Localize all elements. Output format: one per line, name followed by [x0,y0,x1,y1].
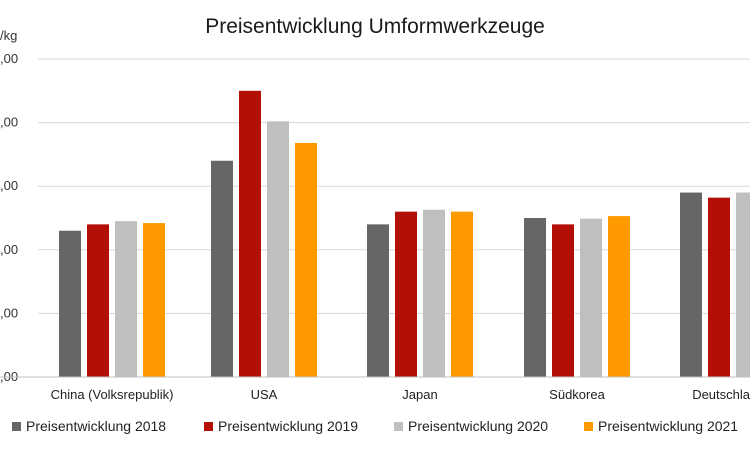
legend-item: Preisentwicklung 2019 [204,418,358,434]
x-tick-label: Deutschla [692,387,750,402]
x-tick-label: China (Volksrepublik) [51,387,174,402]
bar [395,211,417,377]
legend-item: Preisentwicklung 2021 [584,418,738,434]
legend: Preisentwicklung 2018 Preisentwicklung 20… [12,418,738,434]
y-tick-label: ,00 [0,115,18,130]
legend-label: Preisentwicklung 2018 [26,418,166,434]
legend-label: Preisentwicklung 2021 [598,418,738,434]
y-tick-label: ,00 [0,242,18,257]
y-axis-ticks: ,00,00,00,00,00,00 [0,51,18,384]
bar [552,224,574,377]
legend-swatch [204,422,213,431]
bar [423,209,445,377]
bar [580,218,602,377]
bar [680,192,702,377]
x-tick-label: Südkorea [549,387,605,402]
bar [87,224,109,377]
bar [295,142,317,377]
legend-swatch [394,422,403,431]
bars [59,90,750,378]
legend-item: Preisentwicklung 2020 [394,418,548,434]
y-tick-label: ,00 [0,51,18,66]
chart-title: Preisentwicklung Umformwerkzeuge [205,15,545,38]
legend-swatch [584,422,593,431]
legend-label: Preisentwicklung 2019 [218,418,358,434]
y-axis-label: /kg [0,28,17,43]
x-tick-label: USA [251,387,278,402]
bar [59,230,81,377]
x-axis-categories: China (Volksrepublik) USA Japan Südkorea Deu… [51,387,750,402]
bar [367,224,389,377]
legend-label: Preisentwicklung 2020 [408,418,548,434]
bar [524,218,546,377]
bar [736,192,750,377]
bar [451,211,473,377]
bar [211,160,233,377]
legend-item: Preisentwicklung 2018 [12,418,166,434]
y-tick-label: ,00 [0,178,18,193]
bar [608,216,630,377]
legend-swatch [12,422,21,431]
x-tick-label: Japan [402,387,437,402]
bar [115,221,137,377]
y-tick-label: ,00 [0,305,18,320]
bar [267,121,289,377]
bar [239,90,261,378]
bar [143,223,165,377]
bar [708,197,730,377]
